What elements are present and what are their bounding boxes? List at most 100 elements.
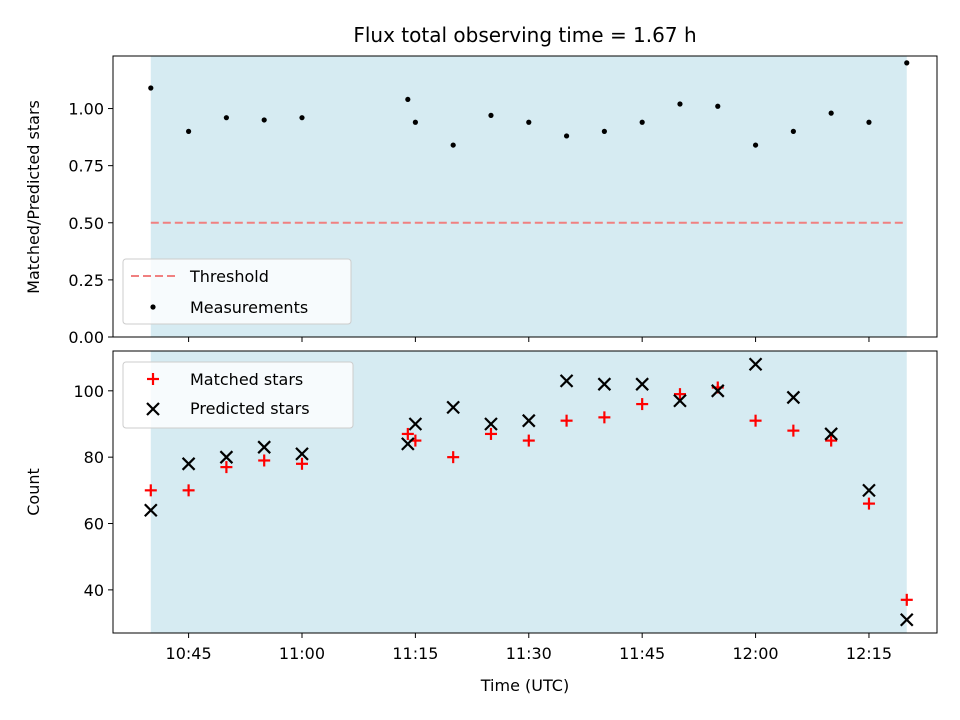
matched-stars-point (787, 424, 800, 437)
matched-stars-point (825, 434, 838, 447)
bottom-plot-frame (112, 350, 938, 634)
predicted-stars-point (401, 437, 415, 451)
measurement-point (526, 119, 532, 125)
top-y-tick-label: 1.00 (68, 100, 104, 119)
predicted-stars-point (484, 417, 498, 431)
predicted-stars-point (673, 393, 687, 408)
predicted-stars-point (181, 457, 196, 471)
measurement-point (715, 103, 721, 109)
predicted-stars-legend-label: Predicted stars (190, 399, 310, 418)
measurement-point (185, 128, 192, 134)
matched-stars-point (220, 461, 233, 474)
measurement-point (790, 128, 796, 134)
measurement-point (866, 119, 872, 125)
top-y-ticks: 0.00 0.25 0.50 0.75 1.00 (68, 100, 113, 347)
top-legend-box (122, 258, 352, 325)
x-tick-label: 11:15 (392, 644, 438, 663)
matched-stars-point (484, 427, 497, 440)
matched-stars-point (522, 434, 535, 447)
ratio-panel: 0.00 0.25 0.50 0.75 1.00 Matched/Predicted s… (24, 55, 938, 347)
predicted-stars-point (710, 384, 725, 398)
x-tick-label: 11:00 (279, 644, 325, 663)
bottom-y-tick-label: 80 (84, 448, 104, 467)
predicted-stars-point (408, 417, 423, 431)
top-x-ticks (188, 337, 870, 342)
measurement-point (488, 112, 494, 118)
x-tick-label: 10:45 (166, 644, 212, 663)
matched-stars-point (636, 398, 649, 411)
predicted-stars-point (824, 427, 838, 441)
measurement-point (223, 115, 229, 121)
matched-stars-point (295, 457, 308, 470)
top-y-tick-label: 0.25 (68, 271, 104, 290)
bottom-y-tick-label: 100 (73, 382, 104, 401)
matched-stars-point (182, 484, 195, 497)
predicted-stars-point (597, 377, 612, 391)
threshold-legend-label: Threshold (189, 267, 269, 286)
top-y-axis-label: Matched/Predicted stars (24, 100, 43, 294)
top-y-tick-label: 0.00 (68, 328, 104, 347)
measurement-point (904, 60, 910, 66)
matched-stars-point (401, 427, 414, 440)
bottom-legend-box (122, 361, 354, 429)
predicted-stars-point (522, 413, 536, 428)
measurement-point (639, 119, 645, 125)
matched-stars-point (258, 454, 271, 467)
matched-stars-legend-label: Matched stars (190, 370, 303, 389)
measurements-legend-label: Measurements (190, 298, 308, 317)
bottom-x-ticks: 10:45 11:00 11:15 11:30 11:45 12:00 12:15 (166, 633, 892, 663)
matched-stars-points (144, 381, 913, 606)
count-panel: 40 60 80 100 10:45 11:00 11:15 11:30 11:45 12:00… (24, 350, 938, 695)
predicted-stars-point (748, 357, 763, 372)
predicted-stars-point (899, 612, 914, 627)
predicted-stars-point (295, 447, 309, 461)
matched-stars-point (144, 484, 157, 497)
predicted-stars-point (219, 450, 234, 464)
predicted-stars-point (862, 483, 876, 498)
bottom-y-ticks: 40 60 80 100 (73, 382, 113, 600)
x-tick-label: 11:30 (506, 644, 552, 663)
measurement-point (752, 142, 759, 148)
matched-stars-point (447, 451, 460, 464)
predicted-stars-point (144, 503, 158, 518)
matched-stars-point (900, 593, 913, 606)
measurement-point (601, 128, 607, 134)
measurement-point (450, 142, 456, 148)
top-y-tick-label: 0.50 (68, 214, 104, 233)
predicted-stars-point (786, 390, 801, 405)
matched-stars-point (560, 414, 573, 427)
x-tick-label: 11:45 (619, 644, 665, 663)
measurement-point (412, 119, 418, 125)
matched-stars-point (862, 497, 875, 510)
bottom-y-tick-label: 40 (84, 581, 104, 600)
bottom-y-axis-label: Count (24, 468, 43, 516)
measurement-point (828, 110, 834, 116)
top-y-tick-label: 0.75 (68, 157, 104, 176)
matched-stars-point (598, 411, 611, 424)
matched-stars-point (749, 414, 762, 427)
chart-title: Flux total observing time = 1.67 h (353, 23, 696, 47)
bottom-legend: Matched stars Predicted stars (122, 361, 354, 429)
top-legend: Threshold Measurements (122, 258, 352, 325)
x-axis-label: Time (UTC) (480, 676, 569, 695)
measurement-point (299, 115, 305, 121)
top-plot-frame (112, 55, 938, 338)
predicted-stars-point (559, 374, 574, 388)
measurement-point (261, 117, 267, 123)
predicted-stars-point (257, 440, 271, 454)
measurement-point (148, 85, 154, 91)
x-tick-label: 12:00 (733, 644, 779, 663)
matched-stars-point (673, 388, 686, 401)
predicted-stars-legend-swatch (146, 402, 160, 416)
bottom-y-tick-label: 60 (84, 515, 104, 534)
predicted-stars-points (144, 357, 914, 627)
predicted-stars-point (635, 377, 649, 391)
x-tick-label: 12:15 (846, 644, 892, 663)
predicted-stars-point (446, 400, 460, 415)
matched-stars-legend-swatch (147, 373, 159, 385)
measurement-point (677, 101, 683, 107)
measurement-points (148, 60, 910, 148)
measurement-point (405, 96, 411, 103)
measurements-legend-swatch (150, 304, 156, 310)
